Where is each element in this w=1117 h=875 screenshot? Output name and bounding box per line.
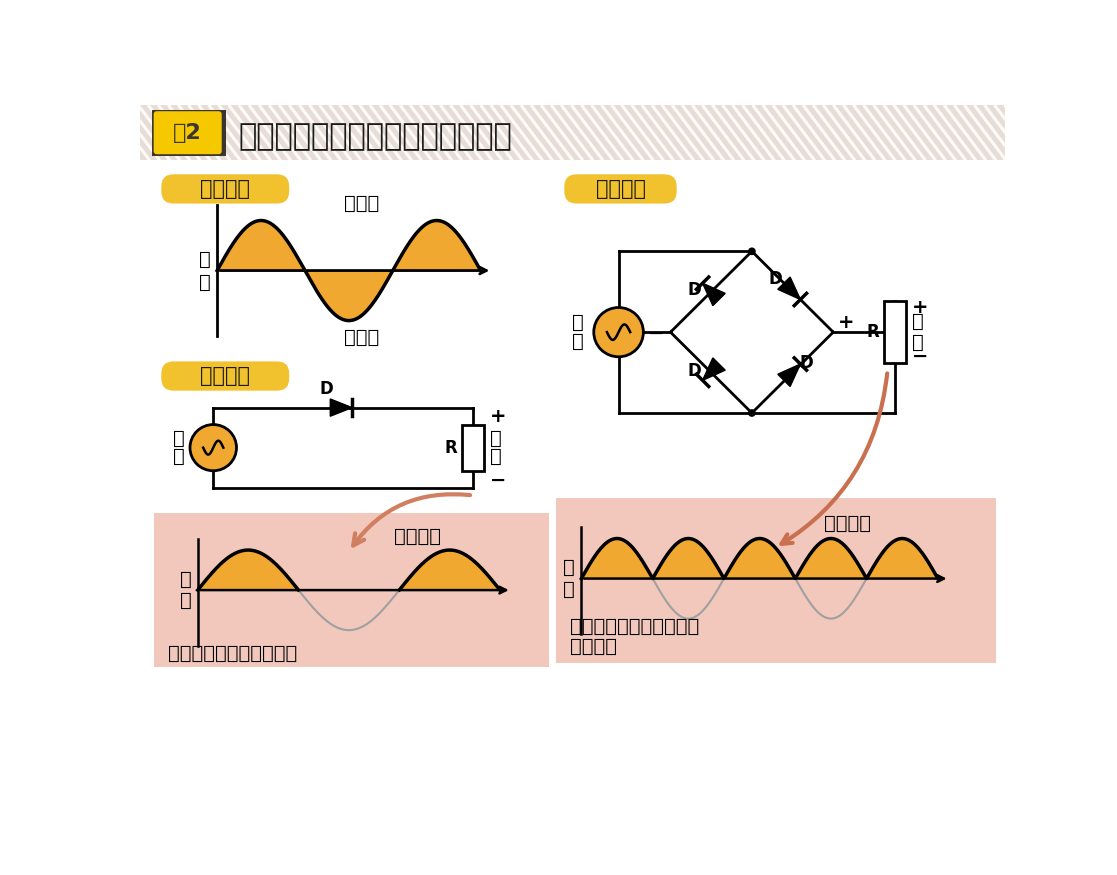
Text: 力: 力 [913, 333, 924, 353]
Bar [152, 109, 226, 156]
Text: 半波整流: 半波整流 [394, 527, 441, 546]
Text: 交: 交 [199, 249, 211, 269]
Text: D: D [768, 270, 783, 288]
Text: 逆方向電圧を順方向側へ: 逆方向電圧を順方向側へ [570, 617, 699, 636]
Text: +: + [838, 313, 855, 332]
Text: 出: 出 [490, 429, 502, 448]
Text: 交: 交 [172, 429, 184, 448]
Circle shape [594, 307, 643, 357]
Text: 力: 力 [180, 592, 191, 611]
Polygon shape [777, 277, 801, 299]
Text: 全波整流: 全波整流 [595, 178, 646, 199]
Text: 流: 流 [199, 273, 211, 291]
Circle shape [190, 424, 237, 471]
Polygon shape [703, 358, 725, 381]
Text: 流: 流 [172, 447, 184, 466]
Text: 出: 出 [180, 570, 191, 589]
FancyBboxPatch shape [161, 174, 289, 204]
Text: −: − [648, 325, 665, 343]
Text: 半波整流: 半波整流 [200, 366, 250, 386]
Text: 全波整流: 全波整流 [824, 514, 871, 533]
Text: D: D [800, 354, 813, 373]
Bar [153, 513, 548, 667]
Bar [556, 498, 996, 663]
Bar [140, 105, 1005, 160]
Text: 逆方向電圧を出力しない: 逆方向電圧を出力しない [168, 644, 297, 662]
Text: 力: 力 [490, 447, 502, 466]
Polygon shape [777, 364, 801, 387]
Text: R: R [867, 323, 880, 341]
Text: 逆方向: 逆方向 [344, 328, 380, 347]
Circle shape [748, 410, 756, 416]
Text: −: − [913, 347, 928, 367]
FancyBboxPatch shape [161, 361, 289, 390]
Bar [462, 424, 484, 471]
Text: D: D [319, 380, 333, 398]
Text: 流: 流 [572, 332, 584, 351]
Text: 出: 出 [913, 312, 924, 331]
FancyBboxPatch shape [564, 174, 677, 204]
Text: 出力する: 出力する [570, 637, 617, 655]
FancyBboxPatch shape [154, 112, 221, 153]
Text: 出: 出 [563, 558, 575, 578]
Text: R: R [445, 438, 457, 457]
Text: 交: 交 [572, 313, 584, 332]
Text: 図2: 図2 [173, 123, 202, 143]
Polygon shape [331, 399, 352, 416]
Polygon shape [703, 284, 725, 305]
Text: +: + [913, 298, 929, 317]
Text: −: − [490, 471, 506, 489]
Text: D: D [688, 281, 701, 299]
Text: D: D [688, 362, 701, 380]
Text: ダイオードの半波整流と全波整流: ダイオードの半波整流と全波整流 [239, 123, 513, 151]
Text: 交流波形: 交流波形 [200, 178, 250, 199]
Text: 力: 力 [563, 580, 575, 598]
Text: +: + [490, 408, 506, 426]
Circle shape [748, 248, 756, 255]
Text: 順方向: 順方向 [344, 194, 380, 213]
Bar [885, 301, 906, 363]
